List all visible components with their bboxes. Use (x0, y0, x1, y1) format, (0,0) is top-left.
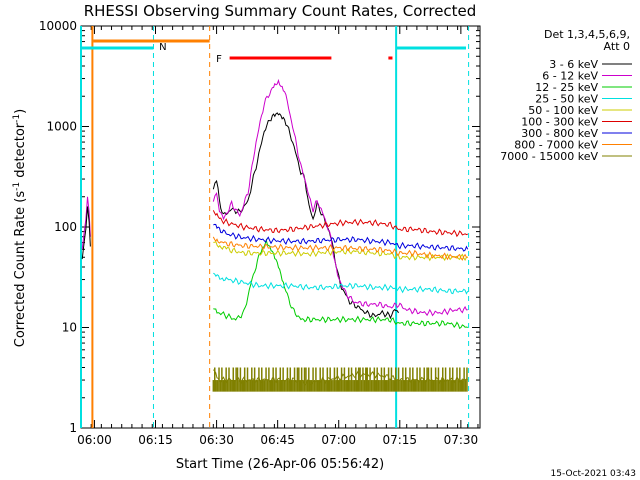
legend-label-2: 12 - 25 keV (535, 81, 598, 94)
chart-title: RHESSI Observing Summary Count Rates, Co… (84, 2, 477, 20)
footer-date: 15-Oct-2021 03:43 (551, 469, 636, 479)
y-tick-label: 1 (69, 421, 77, 435)
ylabel-main: Corrected Count Rate (s (13, 191, 28, 348)
pre-gap-series-0 (81, 196, 91, 250)
series-line-2 (213, 238, 468, 330)
legend-label-7: 800 - 7000 keV (514, 139, 598, 152)
y-tick-label: 1000 (46, 120, 77, 134)
annotation-n: N (159, 42, 166, 53)
ylabel-sup1: -1 (12, 182, 22, 191)
legend-label-5: 100 - 300 keV (521, 116, 598, 129)
plot-area: 1 10 100 1000 10000 06:00 06:15 06:30 06:45 07:00… (39, 19, 632, 447)
ylabel-end: ) (13, 109, 28, 114)
series-line-0 (212, 112, 399, 320)
legend-label-1: 6 - 12 keV (542, 70, 598, 83)
series-line-4 (213, 241, 468, 262)
legend-label-8: 7000 - 15000 keV (500, 150, 598, 163)
legend-header-1: Det 1,3,4,5,6,9, (544, 28, 630, 41)
annotation-f: F (216, 54, 222, 65)
ylabel-mid: detector (13, 122, 28, 182)
series-line-1 (212, 78, 468, 317)
x-tick-label: 06:30 (199, 433, 234, 447)
legend-label-0: 3 - 6 keV (549, 58, 598, 71)
x-tick-label: 06:45 (260, 433, 295, 447)
x-tick-label: 06:00 (77, 433, 112, 447)
chart-xlabel: Start Time (26-Apr-06 05:56:42) (176, 457, 384, 472)
series-line-5 (212, 210, 468, 238)
x-tick-label: 07:15 (382, 433, 417, 447)
legend-header-2: Att 0 (604, 40, 630, 53)
x-tick-label: 07:30 (444, 433, 479, 447)
x-tick-label: 07:00 (321, 433, 356, 447)
y-tick-label: 10 (62, 321, 77, 335)
series-line-7 (212, 236, 468, 261)
y-tick-label: 10000 (39, 19, 77, 33)
x-tick-label: 06:15 (138, 433, 173, 447)
series-line-3 (213, 272, 469, 295)
chart-ylabel: Corrected Count Rate (s-1 detector-1) (12, 109, 28, 347)
series-line-6 (213, 223, 469, 252)
legend-label-6: 300 - 800 keV (521, 127, 598, 140)
legend-label-3: 25 - 50 keV (535, 93, 598, 106)
pre-gap-series-1 (81, 206, 91, 260)
y-tick-label: 100 (54, 220, 77, 234)
ylabel-sup2: -1 (12, 114, 22, 123)
legend-label-4: 50 - 100 keV (528, 104, 598, 117)
